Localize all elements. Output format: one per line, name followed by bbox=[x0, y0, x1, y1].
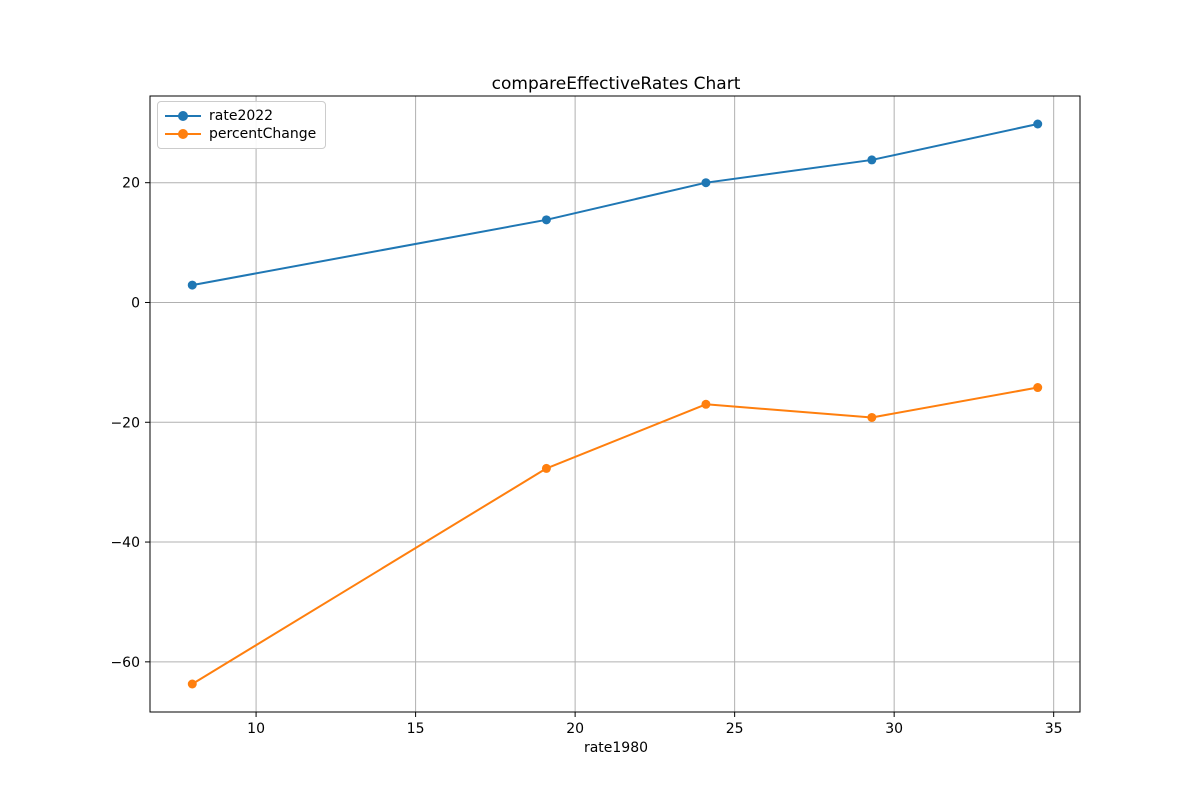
data-point-rate2022 bbox=[1033, 119, 1043, 129]
x-axis-label: rate1980 bbox=[583, 740, 649, 756]
data-point-percentChange bbox=[187, 679, 197, 689]
x-tick-label: 20 bbox=[566, 721, 584, 737]
y-tick-label: −20 bbox=[110, 415, 140, 431]
legend-line-marker-icon bbox=[165, 107, 201, 125]
legend-label: rate2022 bbox=[209, 108, 274, 124]
x-tick-label: 15 bbox=[407, 721, 425, 737]
legend-row: percentChange bbox=[165, 125, 316, 143]
x-tick-label: 30 bbox=[885, 721, 903, 737]
y-tick-label: 20 bbox=[122, 176, 140, 192]
data-point-rate2022 bbox=[701, 178, 711, 188]
data-point-rate2022 bbox=[541, 215, 551, 225]
legend-label: percentChange bbox=[209, 126, 317, 142]
data-point-percentChange bbox=[701, 399, 711, 409]
series-line-percentChange bbox=[191, 386, 1039, 685]
legend: rate2022 percentChange bbox=[157, 101, 327, 149]
data-point-percentChange bbox=[1033, 383, 1043, 393]
plot-border bbox=[149, 95, 1081, 713]
data-point-rate2022 bbox=[187, 280, 197, 290]
y-tick-label: −40 bbox=[110, 535, 140, 551]
data-point-percentChange bbox=[867, 412, 877, 422]
legend-row: rate2022 bbox=[165, 107, 316, 125]
y-tick-label: −60 bbox=[110, 655, 140, 671]
x-tick-label: 10 bbox=[247, 721, 265, 737]
x-tick-label: 25 bbox=[726, 721, 744, 737]
data-point-rate2022 bbox=[867, 155, 877, 165]
x-tick-label: 35 bbox=[1045, 721, 1063, 737]
chart-title: compareEffectiveRates Chart bbox=[491, 74, 741, 94]
y-tick-label: 0 bbox=[131, 295, 140, 311]
data-point-percentChange bbox=[541, 463, 551, 473]
legend-line-marker-icon bbox=[165, 125, 201, 143]
